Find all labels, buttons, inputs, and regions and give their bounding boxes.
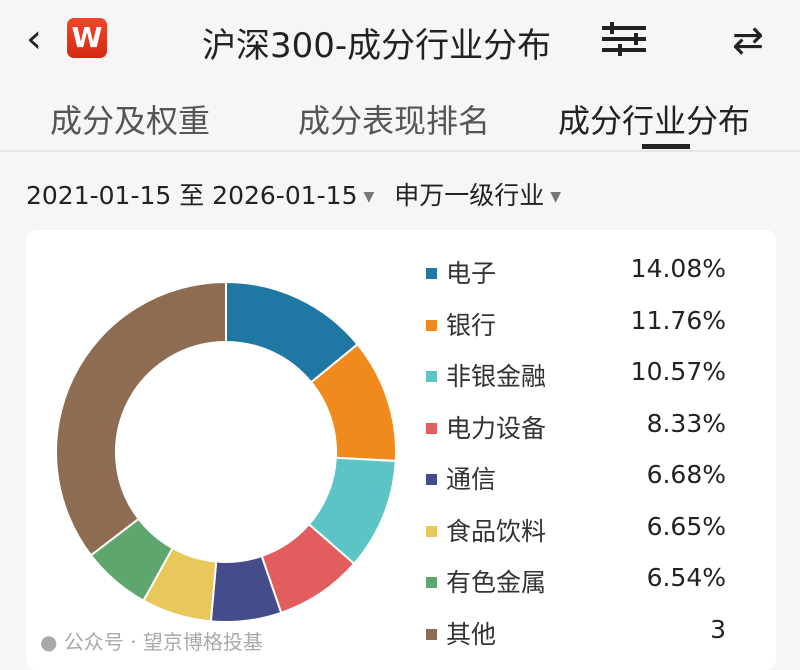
back-chevron-icon[interactable]: ‹ bbox=[26, 16, 42, 62]
legend-value: 10.57% bbox=[630, 357, 726, 386]
legend-value: 6.54% bbox=[646, 563, 726, 592]
caret-down-icon: ▼ bbox=[363, 189, 375, 205]
legend-label: 有色金属 bbox=[446, 568, 547, 597]
legend-item[interactable]: 电力设备 8.33% bbox=[426, 409, 726, 461]
watermark: ● 公众号 · 望京博格投基 bbox=[40, 626, 263, 655]
watermark-text: 公众号 · 望京博格投基 bbox=[63, 630, 263, 654]
legend-label: 通信 bbox=[446, 465, 497, 494]
app-logo: W bbox=[67, 18, 107, 58]
filter-row: 2021-01-15 至 2026-01-15 ▼ 申万一级行业 ▼ bbox=[26, 176, 573, 212]
legend-item[interactable]: 银行 11.76% bbox=[426, 306, 726, 358]
legend-value: 6.68% bbox=[646, 460, 726, 489]
tab-bar: 成分及权重 成分表现排名 成分行业分布 bbox=[0, 92, 800, 152]
active-tab-indicator bbox=[642, 144, 690, 149]
legend-label: 其他 bbox=[446, 619, 497, 649]
legend-value: 3 bbox=[710, 614, 726, 644]
chart-card: 电子 14.08% 银行 11.76% 非银金融 10.57% 电力设备 8.33% 通信 6.6… bbox=[26, 230, 776, 670]
legend-swatch bbox=[426, 628, 437, 640]
legend-item[interactable]: 食品饮料 6.65% bbox=[426, 512, 726, 564]
tab-components-weights[interactable]: 成分及权重 bbox=[50, 102, 211, 140]
legend-item[interactable]: 其他 3 bbox=[426, 615, 726, 667]
industry-class-select[interactable]: 申万一级行业 ▼ bbox=[394, 181, 573, 210]
legend-label: 非银金融 bbox=[446, 362, 547, 391]
wechat-icon: ● bbox=[40, 630, 58, 654]
legend-label: 电子 bbox=[446, 259, 497, 288]
legend-value: 8.33% bbox=[646, 408, 726, 438]
tab-components-performance[interactable]: 成分表现排名 bbox=[298, 102, 491, 140]
legend-value: 6.65% bbox=[646, 511, 726, 541]
legend-swatch bbox=[426, 474, 437, 485]
caret-down-icon: ▼ bbox=[550, 189, 562, 205]
donut-chart bbox=[55, 280, 397, 623]
tab-industry-distribution[interactable]: 成分行业分布 bbox=[558, 102, 751, 140]
legend-swatch bbox=[426, 268, 437, 279]
chart-legend: 电子 14.08% 银行 11.76% 非银金融 10.57% 电力设备 8.33% 通信 6.6… bbox=[426, 254, 726, 666]
legend-item[interactable]: 非银金融 10.57% bbox=[426, 357, 726, 409]
legend-item[interactable]: 电子 14.08% bbox=[426, 254, 726, 306]
filter-settings-icon[interactable] bbox=[598, 22, 650, 60]
legend-swatch bbox=[426, 422, 437, 434]
legend-value: 11.76% bbox=[630, 305, 726, 335]
legend-label: 银行 bbox=[446, 310, 497, 340]
header: ‹ W 沪深300-成分行业分布 ⇄ bbox=[0, 0, 800, 80]
date-range-select[interactable]: 2021-01-15 至 2026-01-15 ▼ bbox=[26, 181, 386, 210]
legend-value: 14.08% bbox=[630, 254, 726, 283]
legend-swatch bbox=[426, 319, 437, 331]
swap-icon[interactable]: ⇄ bbox=[732, 18, 764, 62]
date-range-label: 2021-01-15 至 2026-01-15 bbox=[26, 181, 358, 210]
legend-item[interactable]: 通信 6.68% bbox=[426, 460, 726, 512]
page-title: 沪深300-成分行业分布 bbox=[202, 26, 552, 66]
legend-swatch bbox=[426, 371, 437, 382]
legend-swatch bbox=[426, 525, 437, 537]
industry-class-label: 申万一级行业 bbox=[394, 181, 545, 210]
legend-item[interactable]: 有色金属 6.54% bbox=[426, 563, 726, 615]
legend-label: 电力设备 bbox=[446, 413, 547, 443]
legend-label: 食品饮料 bbox=[446, 516, 547, 546]
donut-slice[interactable] bbox=[55, 280, 227, 557]
legend-swatch bbox=[426, 577, 437, 588]
